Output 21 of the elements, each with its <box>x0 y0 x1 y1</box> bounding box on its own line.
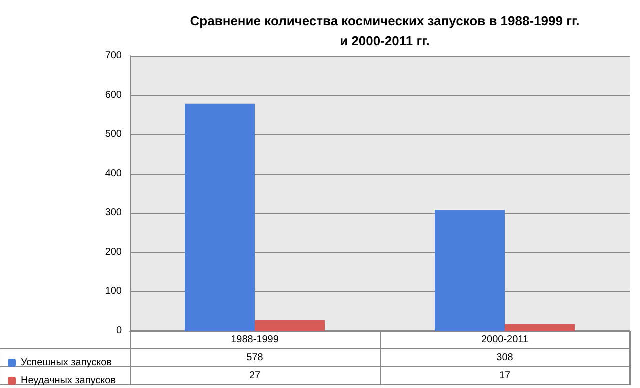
y-tick-label: 300 <box>105 208 122 219</box>
bar <box>185 104 255 331</box>
data-label: 308 <box>496 352 514 364</box>
bar <box>255 320 325 331</box>
y-tick-label: 700 <box>105 50 122 62</box>
data-label: 17 <box>499 370 511 382</box>
data-label: 27 <box>249 370 261 382</box>
bar <box>505 324 575 331</box>
y-tick-label: 200 <box>105 246 122 258</box>
chart-title: Сравнение количества космических запусков в 1988-1999 гг. и 2000-2011 гг. <box>190 14 580 48</box>
y-tick-label: 400 <box>105 168 122 180</box>
y-tick-label: 500 <box>105 129 122 140</box>
legend-label: Неудачных запусков <box>21 376 116 386</box>
y-tick-label: 600 <box>105 90 122 101</box>
y-tick-label: 0 <box>116 326 122 336</box>
bar <box>435 210 505 331</box>
data-label: 578 <box>246 352 264 364</box>
x-tick-label: 1988-1999 <box>231 334 280 346</box>
x-tick-label: 2000-2011 <box>481 334 529 346</box>
legend-label: Успешных запусков <box>21 358 112 368</box>
y-tick-label: 100 <box>105 286 122 298</box>
